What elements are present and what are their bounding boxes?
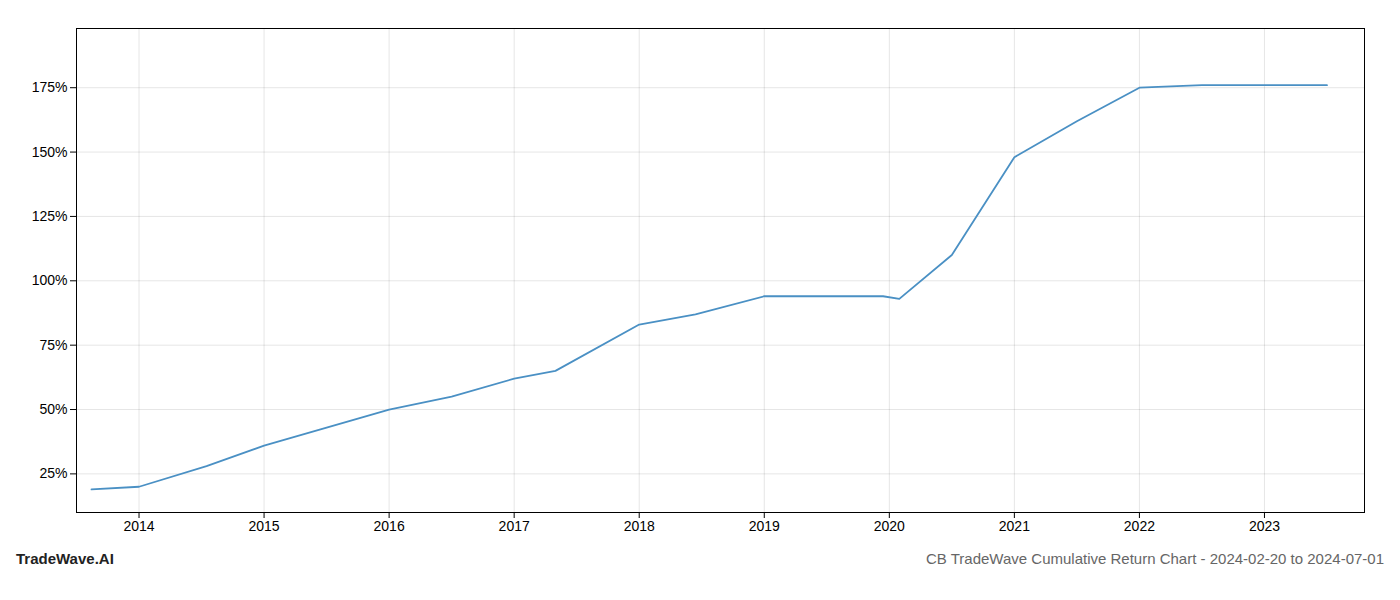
svg-text:75%: 75% (39, 337, 67, 353)
svg-text:100%: 100% (32, 272, 68, 288)
svg-text:175%: 175% (32, 79, 68, 95)
html-text:CB TradeWave Cumulative Return: CB TradeWave Cumulative Return Chart - 2… (926, 550, 1384, 567)
svg-text:2014: 2014 (123, 518, 154, 534)
html-text:TradeWave.AI: TradeWave.AI (16, 550, 114, 567)
svg-text:25%: 25% (39, 465, 67, 481)
svg-text:2017: 2017 (499, 518, 530, 534)
svg-text:125%: 125% (32, 208, 68, 224)
svg-text:2020: 2020 (874, 518, 905, 534)
svg-text:2019: 2019 (749, 518, 780, 534)
svg-text:50%: 50% (39, 401, 67, 417)
svg-text:150%: 150% (32, 144, 68, 160)
svg-text:2022: 2022 (1124, 518, 1155, 534)
svg-text:2016: 2016 (374, 518, 405, 534)
svg-text:2021: 2021 (999, 518, 1030, 534)
svg-text:2015: 2015 (248, 518, 279, 534)
svg-text:2023: 2023 (1249, 518, 1280, 534)
svg-text:2018: 2018 (624, 518, 655, 534)
